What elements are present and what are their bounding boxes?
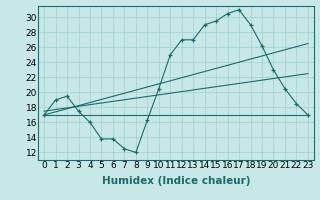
X-axis label: Humidex (Indice chaleur): Humidex (Indice chaleur) xyxy=(102,176,250,186)
